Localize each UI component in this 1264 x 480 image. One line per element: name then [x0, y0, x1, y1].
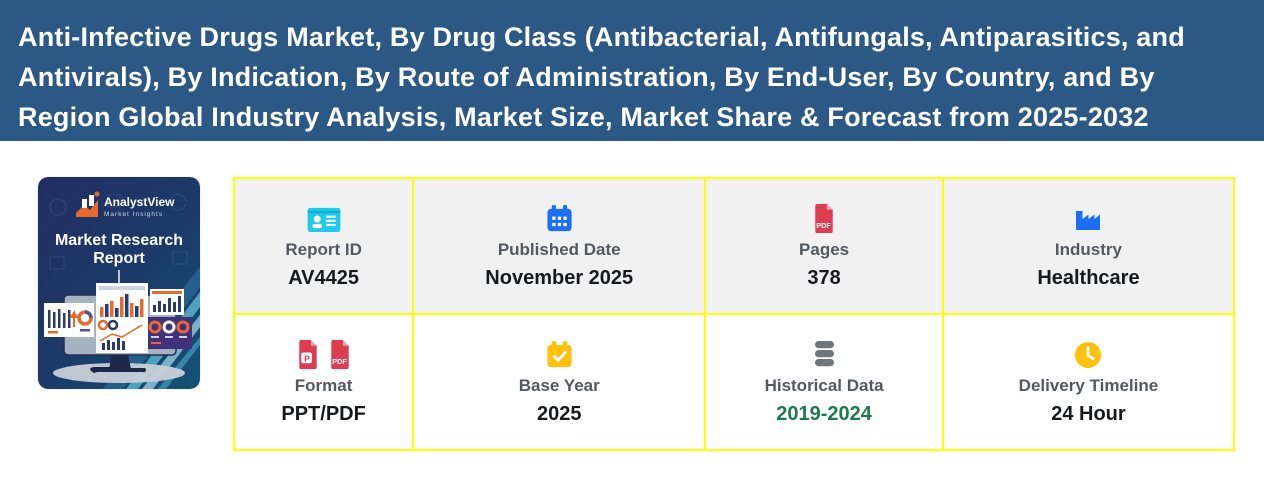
calendar-icon [545, 203, 574, 233]
card-value: 378 [807, 266, 841, 289]
report-cover-thumbnail: AnalystView Market Insights Market Resea… [38, 177, 200, 389]
svg-text:AnalystView: AnalystView [104, 195, 175, 209]
analystview-logo: AnalystView Market Insights [76, 191, 175, 218]
svg-text:PDF: PDF [332, 357, 347, 366]
svg-text:Market Insights: Market Insights [104, 211, 163, 218]
card-published-date: Published Date November 2025 [414, 179, 705, 313]
id-card-icon [306, 203, 342, 233]
chart-doc-left [44, 303, 94, 337]
analytics-panel [146, 317, 192, 349]
card-report-id: Report ID AV4425 [235, 179, 413, 313]
card-delivery-timeline: Delivery Timeline 24 Hour [943, 315, 1233, 449]
card-label: Published Date [497, 239, 621, 259]
card-label: Base Year [518, 375, 600, 395]
clock-icon [1074, 339, 1102, 369]
page-title: Anti-Infective Drugs Market, By Drug Cla… [18, 22, 1185, 132]
card-base-year: Base Year 2025 [414, 315, 705, 449]
page-header-banner: Anti-Infective Drugs Market, By Drug Cla… [0, 0, 1264, 141]
card-value: AV4425 [288, 266, 359, 289]
card-value: 2019-2024 [776, 402, 872, 425]
report-summary-section: AnalystView Market Insights Market Resea… [0, 141, 1264, 451]
card-historical-data: Historical Data 2019-2024 [706, 315, 942, 449]
report-info-grid: Report ID AV4425 Published Date November… [233, 177, 1235, 451]
card-label: Historical Data [764, 375, 884, 395]
card-label: Delivery Timeline [1018, 375, 1159, 395]
report-cover-illustration: AnalystView Market Insights Market Resea… [38, 177, 200, 389]
ppt-file-icon: P [298, 339, 317, 369]
card-label: Format [294, 375, 353, 395]
card-value: Healthcare [1037, 266, 1140, 289]
pdf-file-icon: PDF [330, 339, 349, 369]
card-label: Pages [799, 239, 850, 259]
card-value: 2025 [536, 402, 582, 425]
card-format: P PDF Format PPT/PDF [235, 315, 413, 449]
chart-doc-center [96, 283, 148, 353]
svg-text:PDF: PDF [816, 221, 831, 230]
pdf-file-icon: PDF [811, 203, 837, 233]
card-label: Report ID [285, 239, 362, 259]
calendar-check-icon [545, 339, 574, 369]
card-pages: PDF Pages 378 [706, 179, 942, 313]
card-value: 24 Hour [1051, 402, 1126, 425]
database-icon [812, 339, 837, 369]
factory-icon [1073, 203, 1103, 233]
thumbnail-caption-line2: Report [93, 250, 145, 267]
card-value: PPT/PDF [281, 402, 366, 425]
card-value: November 2025 [485, 266, 634, 289]
chart-doc-right [150, 289, 184, 315]
card-label: Industry [1054, 239, 1122, 259]
ppt-pdf-file-icons: P PDF [295, 339, 353, 369]
card-industry: Industry Healthcare [943, 179, 1233, 313]
svg-text:P: P [304, 353, 310, 363]
thumbnail-caption-line1: Market Research [55, 232, 183, 249]
